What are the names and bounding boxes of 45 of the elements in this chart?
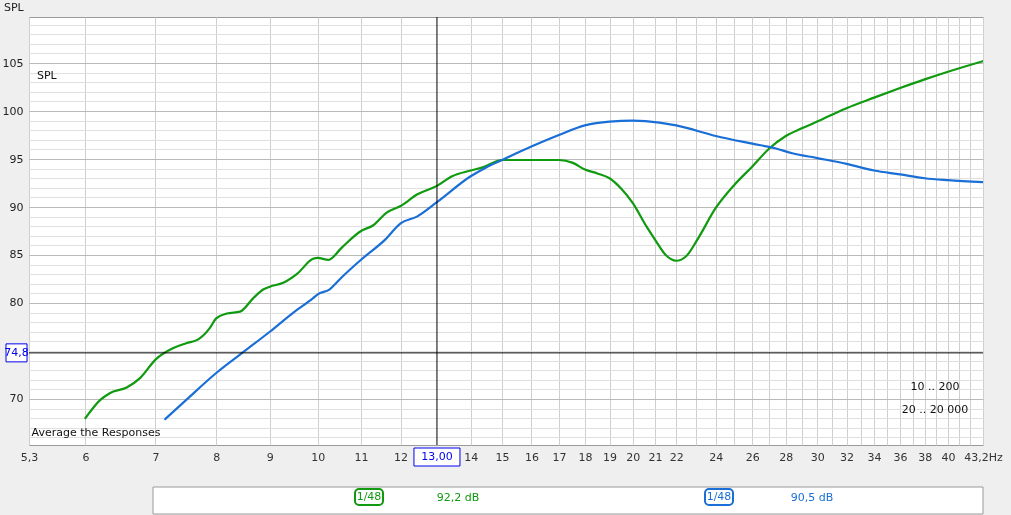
y-axis-title: SPL	[4, 1, 25, 14]
text: 90,5 dB	[790, 491, 834, 504]
x-tick-label: 12	[394, 450, 409, 464]
x-tick-label: 19	[603, 450, 618, 464]
x-tick-label: 5,3	[20, 450, 39, 464]
x-tick-label: 8	[213, 450, 221, 464]
y-tick-label: 80	[9, 296, 24, 310]
x-tick-label: 38	[918, 450, 933, 464]
x-tick-label: 15	[495, 450, 510, 464]
x-tick-label: 30	[810, 450, 825, 464]
text: 92,2 dB	[436, 491, 480, 504]
y-tick-label: 85	[9, 248, 24, 262]
y-tick-label: 70	[9, 392, 24, 406]
x-tick-label: 40	[941, 450, 956, 464]
x-tick-label: 32	[840, 450, 855, 464]
x-tick-label: 24	[709, 450, 724, 464]
annotation: SPL	[37, 69, 58, 82]
y-tick-label: 95	[9, 152, 24, 166]
x-tick-label: 14	[464, 450, 479, 464]
annotation: 20 .. 20 000	[901, 403, 969, 416]
x-tick-label: 10	[311, 450, 326, 464]
x-tick-label: 36	[893, 450, 908, 464]
annotation: Average the Responses	[31, 426, 161, 439]
ref-line-label: 13,00	[421, 450, 453, 463]
x-tick-label: 17	[552, 450, 567, 464]
x-tick-label: 16	[524, 450, 539, 464]
text: 1/48	[356, 490, 382, 503]
y-tick-label: 105	[2, 56, 24, 70]
x-tick-label: 11	[354, 450, 369, 464]
text: 1/48	[706, 490, 732, 503]
x-tick-label: 21	[648, 450, 663, 464]
x-tick-label: 28	[779, 450, 794, 464]
annotation: 10 .. 200	[910, 380, 960, 393]
x-tick-label: 34	[867, 450, 882, 464]
y-tick-label: 100	[2, 104, 24, 118]
x-tick-label: 6	[82, 450, 90, 464]
x-tick-label: 18	[578, 450, 593, 464]
x-tick-label: 26	[745, 450, 760, 464]
x-tick-label: 9	[266, 450, 274, 464]
x-tick-label: 22	[669, 450, 684, 464]
x-tick-label: 20	[626, 450, 641, 464]
y-tick-label: 90	[9, 200, 24, 214]
x-tick-label: 7	[152, 450, 160, 464]
ref-line-label: 74,8	[4, 345, 29, 359]
x-tick-label: 43,2Hz	[964, 450, 1003, 464]
